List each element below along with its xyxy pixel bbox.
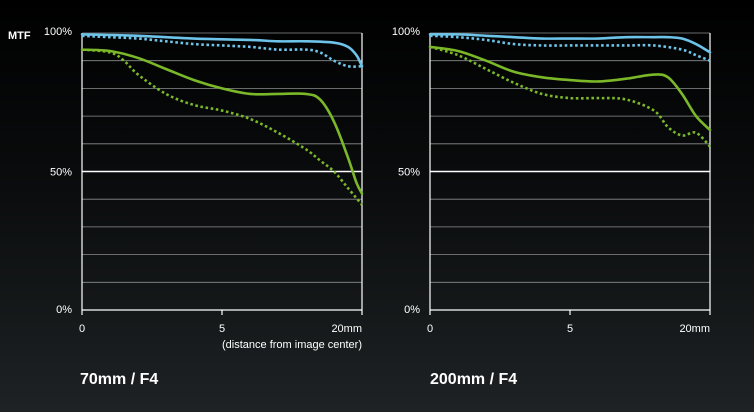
ticks-left: 100% 50% 0% 0 5 20mm [44, 26, 363, 335]
series-line-3-dashed [81, 48, 363, 206]
chart-title-left: 70mm / F4 [80, 371, 158, 388]
series-line-3-dashed [429, 45, 711, 148]
y-tick-label: 0% [56, 304, 72, 316]
x-tick-label: 0 [79, 323, 85, 335]
chart-left: 100% 50% 0% 0 5 20mm (distance from image cen… [44, 26, 364, 388]
grid-right [429, 32, 711, 311]
x-axis-note: (distance from image center) [222, 339, 362, 351]
y-tick-label: 100% [44, 26, 72, 38]
chart-right: 100% 50% 0% 0 5 20mm 200mm / F4 [392, 26, 712, 388]
series-right [428, 32, 712, 148]
series-line-2-solid [80, 48, 364, 195]
y-axis-label: MTF [8, 30, 31, 42]
ticks-right: 100% 50% 0% 0 5 20mm [392, 26, 711, 335]
series-left [80, 33, 364, 206]
y-tick-label: 0% [404, 304, 420, 316]
y-tick-label: 100% [392, 26, 420, 38]
x-tick-label: 5 [567, 323, 573, 335]
x-tick-label: 0 [427, 323, 433, 335]
x-tick-label: 20mm [331, 323, 362, 335]
series-line-1-dashed [81, 34, 363, 68]
y-tick-label: 50% [398, 167, 420, 179]
x-tick-label: 5 [219, 323, 225, 335]
chart-title-right: 200mm / F4 [430, 371, 517, 388]
series-line-0-solid [80, 33, 364, 68]
y-tick-label: 50% [50, 167, 72, 179]
series-line-2-solid [428, 45, 712, 132]
grid-left [81, 32, 363, 311]
series-line-1-dashed [429, 34, 711, 62]
x-tick-label: 20mm [679, 323, 710, 335]
series-line-0-solid [428, 32, 712, 54]
